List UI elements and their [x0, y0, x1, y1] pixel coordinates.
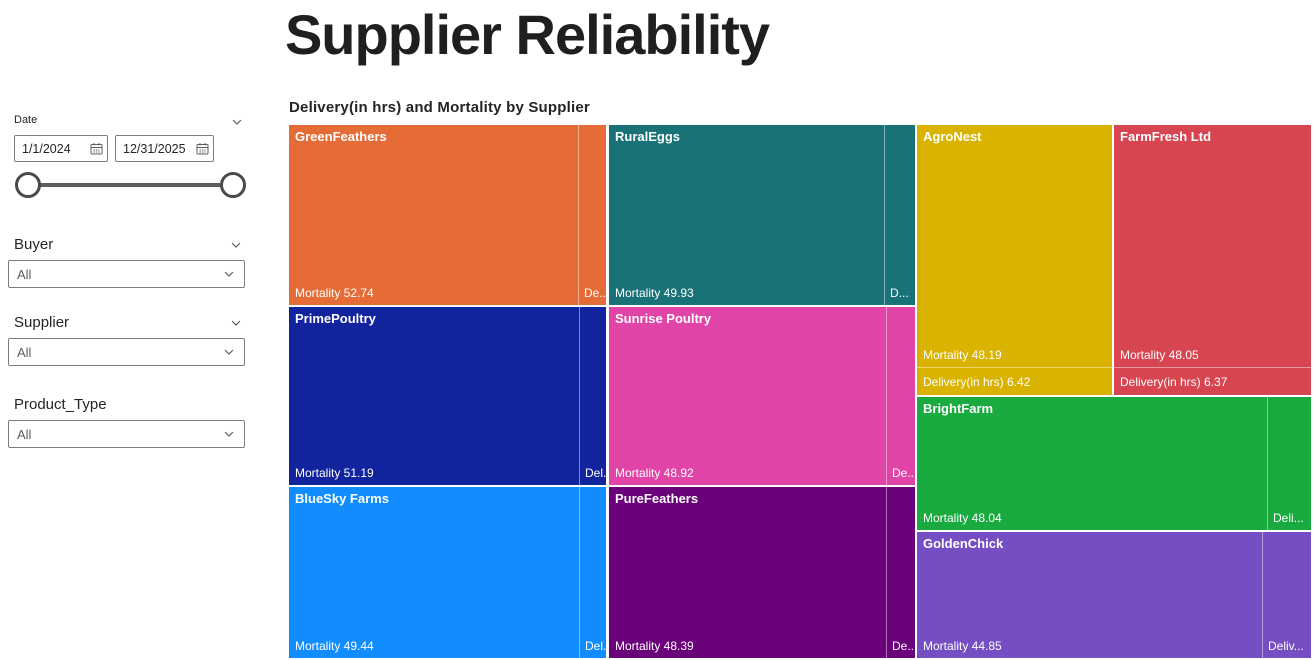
tile-mortality-area[interactable]: RuralEggs Mortality 49.93 — [609, 125, 884, 305]
slider-handle-end[interactable] — [220, 172, 246, 198]
calendar-icon[interactable] — [196, 142, 209, 155]
tile-delivery-area[interactable]: Del... — [579, 487, 606, 658]
treemap-tile-greenfeathers: GreenFeathers Mortality 52.74 De... — [289, 125, 606, 305]
date-filter-label: Date — [14, 114, 38, 126]
tile-mortality-label: Mortality 48.92 — [615, 466, 694, 480]
tile-supplier-label: Sunrise Poultry — [615, 311, 712, 326]
tile-delivery-label: Del... — [585, 639, 606, 653]
treemap-tile-purefeathers: PureFeathers Mortality 48.39 De... — [609, 487, 915, 658]
buyer-filter-label: Buyer — [14, 236, 54, 253]
tile-delivery-area[interactable]: Deli... — [1267, 397, 1311, 530]
tile-mortality-label: Mortality 44.85 — [923, 639, 1002, 653]
treemap-tile-goldenchick: GoldenChick Mortality 44.85 Deliv... — [917, 532, 1311, 658]
tile-supplier-label: PureFeathers — [615, 491, 699, 506]
tile-mortality-label: Mortality 48.05 — [1120, 348, 1199, 362]
chevron-down-icon — [224, 271, 234, 277]
tile-delivery-area[interactable]: Delivery(in hrs) 6.37 — [1114, 367, 1311, 395]
tile-mortality-label: Mortality 48.04 — [923, 511, 1002, 525]
tile-delivery-area[interactable]: De... — [578, 125, 606, 305]
slider-track[interactable] — [28, 183, 233, 187]
supplier-dropdown-value: All — [17, 344, 32, 360]
tile-delivery-area[interactable]: Deliv... — [1262, 532, 1311, 658]
tile-mortality-area[interactable]: PureFeathers Mortality 48.39 — [609, 487, 886, 658]
date-end-input[interactable] — [123, 141, 196, 156]
tile-delivery-area[interactable]: De... — [886, 307, 915, 485]
tile-delivery-area[interactable]: D... — [884, 125, 915, 305]
date-range-slider[interactable] — [0, 169, 260, 201]
treemap-tile-sunrise-poultry: Sunrise Poultry Mortality 48.92 De... — [609, 307, 915, 485]
tile-supplier-label: RuralEggs — [615, 129, 681, 144]
tile-mortality-area[interactable]: BrightFarm Mortality 48.04 — [917, 397, 1267, 530]
tile-supplier-label: PrimePoultry — [295, 311, 376, 326]
tile-delivery-label: De... — [892, 639, 915, 653]
buyer-dropdown[interactable]: All — [8, 260, 245, 288]
tile-delivery-label: De... — [584, 286, 606, 300]
chart-title: Delivery(in hrs) and Mortality by Suppli… — [289, 99, 590, 116]
tile-mortality-label: Mortality 49.93 — [615, 286, 694, 300]
tile-mortality-area[interactable]: PrimePoultry Mortality 51.19 — [289, 307, 579, 485]
treemap-tile-ruraleggs: RuralEggs Mortality 49.93 D... — [609, 125, 915, 305]
date-start-input[interactable] — [22, 141, 90, 156]
tile-delivery-area[interactable]: Delivery(in hrs) 6.42 — [917, 367, 1112, 395]
tile-delivery-area[interactable]: Del... — [579, 307, 606, 485]
tile-mortality-area[interactable]: BlueSky Farms Mortality 49.44 — [289, 487, 579, 658]
calendar-icon[interactable] — [90, 142, 103, 155]
supplier-dropdown[interactable]: All — [8, 338, 245, 366]
date-end-field[interactable] — [115, 135, 214, 162]
tile-supplier-label: BrightFarm — [923, 401, 994, 416]
chevron-down-icon — [224, 431, 234, 437]
tile-supplier-label: FarmFresh Ltd — [1120, 129, 1212, 144]
supplier-filter-chevron-down-icon[interactable] — [229, 316, 243, 330]
treemap-tile-primepoultry: PrimePoultry Mortality 51.19 Del... — [289, 307, 606, 485]
tile-delivery-label: Deliv... — [1268, 639, 1304, 653]
tile-delivery-label: De... — [892, 466, 915, 480]
treemap-tile-bluesky-farms: BlueSky Farms Mortality 49.44 Del... — [289, 487, 606, 658]
treemap-tile-farmfresh-ltd: FarmFresh Ltd Mortality 48.05 Delivery(i… — [1114, 125, 1311, 395]
tile-mortality-area[interactable]: AgroNest Mortality 48.19 — [917, 125, 1112, 367]
slider-handle-start[interactable] — [15, 172, 41, 198]
chevron-down-icon — [224, 349, 234, 355]
tile-supplier-label: AgroNest — [923, 129, 982, 144]
tile-mortality-label: Mortality 51.19 — [295, 466, 374, 480]
treemap-tile-agronest: AgroNest Mortality 48.19 Delivery(in hrs… — [917, 125, 1112, 395]
tile-delivery-area[interactable]: De... — [886, 487, 915, 658]
tile-mortality-area[interactable]: FarmFresh Ltd Mortality 48.05 — [1114, 125, 1311, 367]
supplier-filter-label: Supplier — [14, 314, 70, 331]
tile-supplier-label: GoldenChick — [923, 536, 1004, 551]
tile-mortality-area[interactable]: GreenFeathers Mortality 52.74 — [289, 125, 578, 305]
tile-mortality-label: Mortality 49.44 — [295, 639, 374, 653]
tile-mortality-area[interactable]: Sunrise Poultry Mortality 48.92 — [609, 307, 886, 485]
tile-supplier-label: BlueSky Farms — [295, 491, 389, 506]
treemap-tile-brightfarm: BrightFarm Mortality 48.04 Deli... — [917, 397, 1311, 530]
tile-delivery-label: Del... — [585, 466, 606, 480]
buyer-filter-chevron-down-icon[interactable] — [229, 238, 243, 252]
tile-mortality-label: Mortality 48.19 — [923, 348, 1002, 362]
tile-delivery-label: Deli... — [1273, 511, 1304, 525]
product-type-filter-label: Product_Type — [14, 396, 107, 413]
tile-supplier-label: GreenFeathers — [295, 129, 387, 144]
product-type-dropdown-value: All — [17, 426, 32, 442]
buyer-dropdown-value: All — [17, 266, 32, 282]
treemap-chart: GreenFeathers Mortality 52.74 De... Rura… — [289, 125, 1311, 658]
tile-mortality-label: Mortality 52.74 — [295, 286, 374, 300]
date-start-field[interactable] — [14, 135, 108, 162]
tile-mortality-area[interactable]: GoldenChick Mortality 44.85 — [917, 532, 1262, 658]
tile-mortality-label: Mortality 48.39 — [615, 639, 694, 653]
page-title: Supplier Reliability — [284, 3, 770, 66]
product-type-dropdown[interactable]: All — [8, 420, 245, 448]
date-filter-chevron-down-icon[interactable] — [230, 115, 244, 129]
tile-delivery-label: Delivery(in hrs) 6.42 — [923, 374, 1031, 389]
tile-delivery-label: D... — [890, 286, 909, 300]
tile-delivery-label: Delivery(in hrs) 6.37 — [1120, 374, 1228, 389]
